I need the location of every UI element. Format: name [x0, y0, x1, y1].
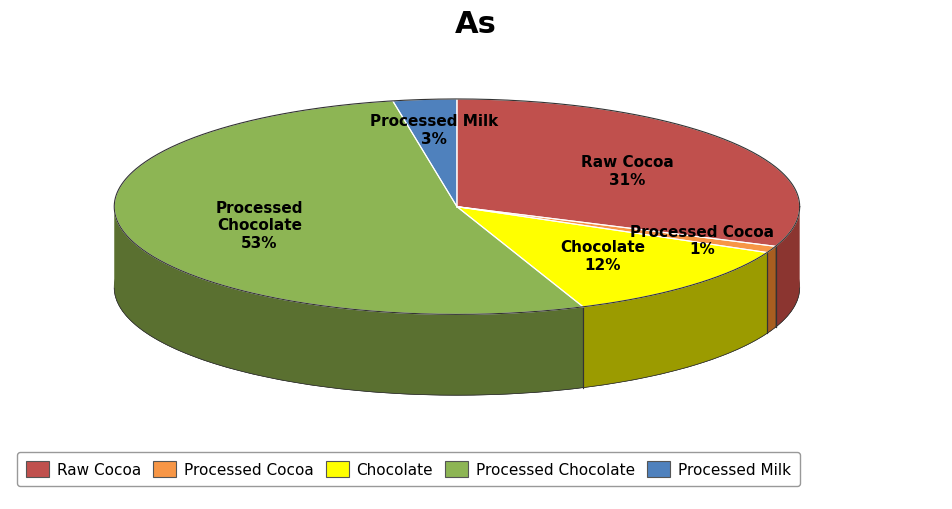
- Polygon shape: [114, 102, 584, 315]
- Polygon shape: [393, 100, 457, 207]
- Text: Chocolate
12%: Chocolate 12%: [560, 240, 645, 272]
- Text: Processed Cocoa
1%: Processed Cocoa 1%: [630, 224, 774, 257]
- Polygon shape: [776, 208, 800, 327]
- Polygon shape: [457, 100, 800, 247]
- Text: Processed
Chocolate
53%: Processed Chocolate 53%: [216, 201, 304, 250]
- Text: As: As: [455, 10, 497, 39]
- Legend: Raw Cocoa, Processed Cocoa, Chocolate, Processed Chocolate, Processed Milk: Raw Cocoa, Processed Cocoa, Chocolate, P…: [17, 452, 800, 486]
- Text: Processed Milk
3%: Processed Milk 3%: [369, 114, 498, 147]
- Polygon shape: [114, 208, 584, 395]
- Text: Raw Cocoa
31%: Raw Cocoa 31%: [581, 155, 673, 187]
- Polygon shape: [767, 247, 776, 334]
- Polygon shape: [457, 207, 776, 253]
- Polygon shape: [584, 253, 767, 388]
- Polygon shape: [457, 207, 767, 307]
- Ellipse shape: [114, 180, 800, 395]
